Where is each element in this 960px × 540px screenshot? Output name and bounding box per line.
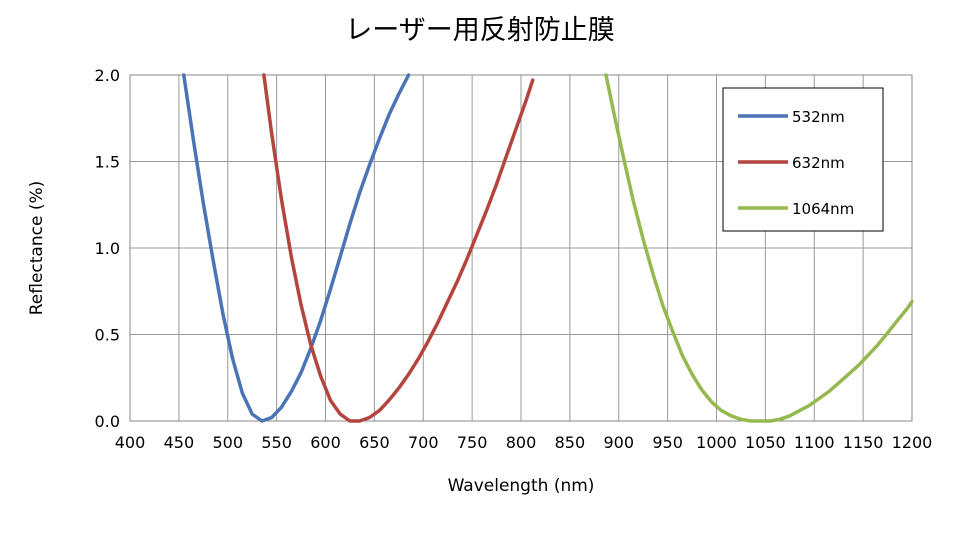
- series-line-532nm: [182, 73, 411, 423]
- series-line-1064nm: [604, 73, 914, 423]
- x-tick-label: 1100: [794, 433, 835, 452]
- y-tick-label: 0.5: [95, 326, 120, 345]
- legend: 532nm 632nm 1064nm: [722, 87, 884, 232]
- x-tick-label: 850: [555, 433, 586, 452]
- y-tick-label: 2.0: [95, 66, 120, 85]
- x-tick-labels: 400 450 500 550 600 650 700 750 800 850 900 950 1000…: [115, 433, 933, 452]
- legend-label-632nm: 632nm: [792, 154, 845, 172]
- x-tick-label: 500: [212, 433, 243, 452]
- x-tick-label: 900: [603, 433, 634, 452]
- y-tick-labels: 0.0 0.5 1.0 1.5 2.0: [95, 66, 120, 431]
- x-tick-label: 700: [408, 433, 439, 452]
- x-tick-label: 600: [310, 433, 341, 452]
- legend-label-1064nm: 1064nm: [792, 200, 854, 218]
- y-axis-label: Reflectance (%): [27, 181, 47, 316]
- y-tick-label: 1.0: [95, 239, 120, 258]
- x-tick-label: 750: [457, 433, 488, 452]
- x-tick-label: 950: [652, 433, 683, 452]
- y-tick-label: 1.5: [95, 153, 120, 172]
- series-line-632nm: [262, 73, 535, 423]
- chart-title: レーザー用反射防止膜: [345, 15, 615, 46]
- y-tick-label: 0.0: [95, 412, 120, 431]
- legend-label-532nm: 532nm: [792, 108, 845, 126]
- x-tick-label: 1050: [745, 433, 786, 452]
- x-tick-label: 800: [506, 433, 537, 452]
- x-tick-label: 1000: [696, 433, 737, 452]
- x-tick-label: 650: [359, 433, 390, 452]
- x-tick-label: 1150: [843, 433, 884, 452]
- x-tick-label: 450: [164, 433, 195, 452]
- plot-area-frame: [129, 74, 913, 422]
- x-tick-label: 400: [115, 433, 146, 452]
- x-axis-label: Wavelength (nm): [448, 476, 595, 496]
- x-tick-label: 1200: [892, 433, 933, 452]
- series-lines: [182, 73, 914, 423]
- x-tick-label: 550: [261, 433, 292, 452]
